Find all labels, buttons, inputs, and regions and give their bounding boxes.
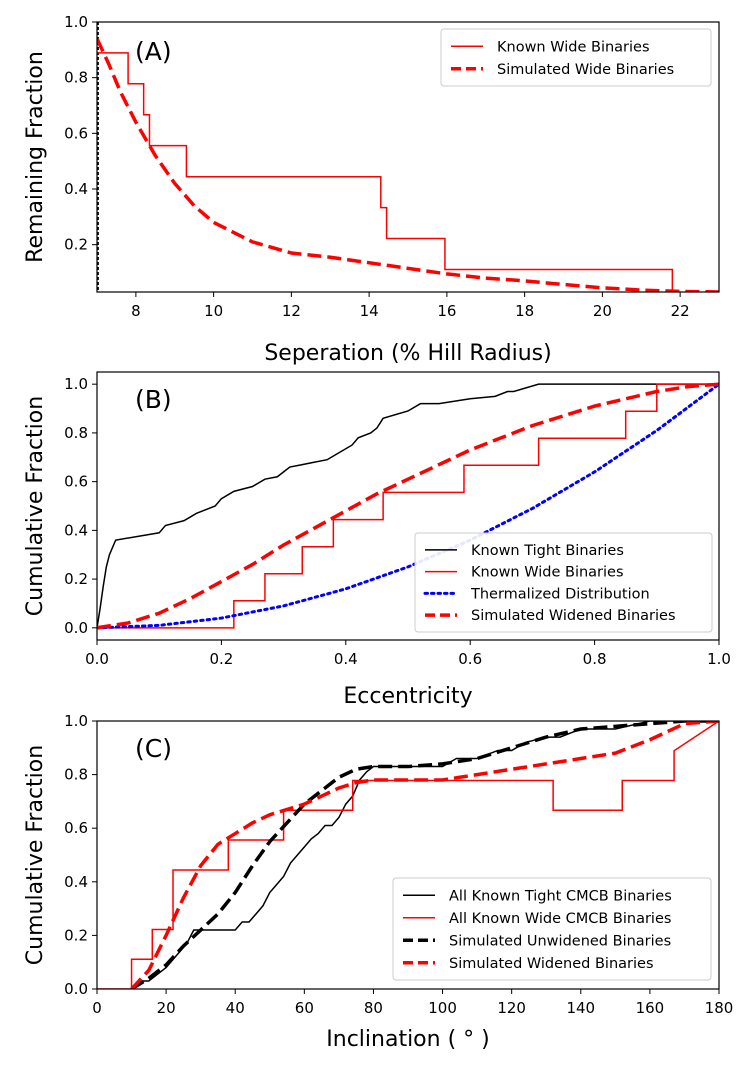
legend-entry: Simulated Wide Binaries xyxy=(497,62,674,78)
legend: Known Wide Binaries Simulated Wide Binari… xyxy=(440,28,712,87)
x-tick-label: 0.8 xyxy=(583,650,607,668)
series-line-4 xyxy=(130,721,719,989)
x-tick-label: 0.4 xyxy=(334,650,358,668)
x-tick-label: 10 xyxy=(204,302,223,320)
legend-entry: Known Tight Binaries xyxy=(471,543,624,559)
series-group xyxy=(97,382,719,630)
panel-3: 0 20 40 60 80 100 120 140 160 180 0.0 0.2 0.4 0.6 0.8 1… xyxy=(23,712,733,1052)
legend: Known Tight Binaries Known Wide Binaries T… xyxy=(414,532,713,633)
series-line-2 xyxy=(97,383,719,629)
x-tick-label: 12 xyxy=(282,302,301,320)
y-tick-label: 0.0 xyxy=(64,980,88,998)
x-tick-label: 80 xyxy=(364,999,383,1017)
panel-label: (C) xyxy=(135,734,172,763)
x-tick-label: 8 xyxy=(131,302,141,320)
legend-entry: Thermalized Distribution xyxy=(470,586,650,602)
y-axis-label: Cumulative Fraction xyxy=(23,745,48,965)
y-tick-label: 0.4 xyxy=(64,521,88,539)
x-axis-label: Seperation (% Hill Radius) xyxy=(264,341,551,366)
x-tick-label: 20 xyxy=(157,999,176,1017)
x-tick-label: 160 xyxy=(636,999,665,1017)
legend-entry: All Known Tight CMCB Binaries xyxy=(449,888,672,904)
series-line-2 xyxy=(97,37,719,292)
y-tick-label: 1.0 xyxy=(64,712,88,730)
x-tick-label: 0.0 xyxy=(85,650,109,668)
y-tick-label: 0.8 xyxy=(64,69,88,87)
panel-label: (B) xyxy=(135,385,172,414)
x-tick-label: 60 xyxy=(295,999,314,1017)
axes-frame xyxy=(96,21,720,293)
series-line-1 xyxy=(97,52,674,292)
y-axis-label: Remaining Fraction xyxy=(23,51,48,263)
panel-1: 8 10 12 14 16 18 20 22 0.2 0.4 0.6 0.8 1.0 Seperation… xyxy=(23,13,720,366)
x-tick-label: 140 xyxy=(566,999,595,1017)
y-tick-label: 0.2 xyxy=(64,236,88,254)
y-tick-label: 1.0 xyxy=(64,13,88,31)
legend-entry: Known Wide Binaries xyxy=(497,39,650,55)
y-tick-label: 0.6 xyxy=(64,819,88,837)
legend-entry: Simulated Unwidened Binaries xyxy=(449,933,671,949)
y-tick-label: 0.0 xyxy=(64,619,88,637)
panel-label: (A) xyxy=(135,37,172,66)
legend-entry: Simulated Widened Binaries xyxy=(471,608,676,624)
legend-entry: Known Wide Binaries xyxy=(471,565,624,581)
y-tick-label: 0.4 xyxy=(64,873,88,891)
series-line-4 xyxy=(97,382,719,630)
x-tick-label: 40 xyxy=(226,999,245,1017)
legend-box xyxy=(440,28,712,87)
axes-frame xyxy=(96,371,720,641)
legend-entry: All Known Wide CMCB Binaries xyxy=(449,911,671,927)
y-tick-label: 0.6 xyxy=(64,124,88,142)
x-tick-label: 180 xyxy=(705,999,734,1017)
y-tick-label: 0.8 xyxy=(64,424,88,442)
series-line-3 xyxy=(97,382,719,630)
y-tick-label: 0.4 xyxy=(64,180,88,198)
series-group xyxy=(97,22,719,292)
x-tick-label: 18 xyxy=(515,302,534,320)
x-axis-label: Inclination ( ° ) xyxy=(326,1027,489,1052)
x-axis-label: Eccentricity xyxy=(343,684,472,709)
x-tick-label: 1.0 xyxy=(707,650,731,668)
x-tick-label: 0.2 xyxy=(209,650,233,668)
x-tick-label: 120 xyxy=(497,999,526,1017)
x-tick-label: 20 xyxy=(593,302,612,320)
series-line-1 xyxy=(97,383,719,628)
legend: All Known Tight CMCB Binaries All Known W… xyxy=(392,877,712,981)
y-tick-label: 0.2 xyxy=(64,570,88,588)
y-tick-label: 0.6 xyxy=(64,473,88,491)
x-tick-label: 22 xyxy=(671,302,690,320)
series-group xyxy=(97,721,719,989)
axes-frame xyxy=(96,720,720,990)
x-tick-label: 0 xyxy=(92,999,102,1017)
y-tick-label: 0.8 xyxy=(64,766,88,784)
series-line-3 xyxy=(130,721,719,989)
x-tick-label: 0.6 xyxy=(458,650,482,668)
legend-box xyxy=(392,877,712,981)
legend-entry: Simulated Widened Binaries xyxy=(449,956,654,972)
legend-box xyxy=(414,532,713,633)
y-tick-label: 0.2 xyxy=(64,926,88,944)
x-tick-label: 16 xyxy=(437,302,456,320)
x-tick-label: 14 xyxy=(360,302,379,320)
x-tick-label: 100 xyxy=(428,999,457,1017)
y-tick-label: 1.0 xyxy=(64,375,88,393)
panel-2: 0.0 0.2 0.4 0.6 0.8 1.0 0.0 0.2 0.4 0.6 0.8 1.0 Ecce… xyxy=(23,371,731,709)
y-axis-label: Cumulative Fraction xyxy=(23,396,48,616)
